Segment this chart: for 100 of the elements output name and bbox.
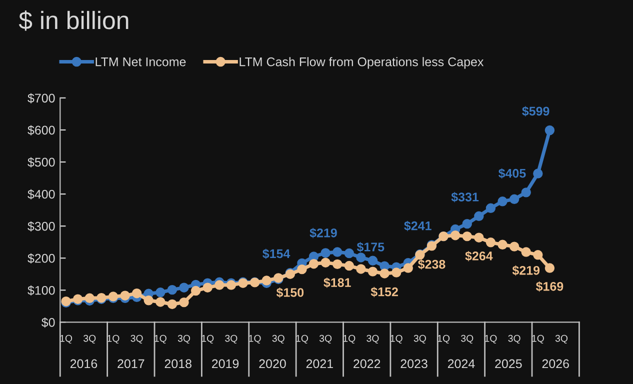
point (509, 194, 520, 204)
y-tick-label: $300 (28, 221, 55, 232)
point (544, 263, 555, 273)
y-tick-label: $500 (28, 157, 55, 168)
x-tick-label: 3Q (366, 334, 379, 344)
point (156, 297, 166, 307)
data-label: $599 (522, 106, 550, 116)
data-label: $405 (498, 168, 526, 179)
data-label: $154 (262, 248, 290, 259)
y-tick-label: $100 (28, 285, 55, 296)
point (533, 168, 543, 178)
text: 2019 (212, 359, 239, 368)
x-tick-label: 3Q (319, 334, 332, 344)
point (474, 232, 484, 242)
point (179, 282, 189, 292)
y-tick-label: $600 (28, 125, 55, 136)
x-tick-label: 1Q (390, 334, 402, 344)
point (332, 247, 342, 257)
data-label: $241 (404, 220, 432, 232)
text: 2025 (495, 359, 522, 368)
x-tick-label: 1Q (484, 334, 497, 344)
text: 2017 (118, 359, 144, 368)
point (320, 258, 330, 268)
point (190, 286, 201, 296)
x-tick-label: 3Q (555, 334, 568, 344)
x-tick-label: 1Q (249, 334, 261, 344)
text: 2024 (448, 359, 475, 368)
text: 2018 (164, 359, 192, 368)
data-label: $152 (370, 286, 398, 298)
point (391, 268, 402, 278)
point (521, 188, 531, 198)
point (368, 256, 378, 266)
point (486, 203, 496, 213)
point (344, 260, 354, 271)
point (179, 297, 189, 308)
point (498, 196, 508, 206)
point (214, 280, 224, 290)
point (462, 218, 472, 229)
legend-label: LTM Net Income (96, 58, 186, 66)
chart-title: $ in billion (18, 10, 128, 31)
point (462, 231, 472, 242)
point (509, 242, 520, 252)
x-tick-label: 3Q (84, 334, 96, 344)
point (356, 264, 366, 274)
point (521, 247, 531, 257)
y-tick-label: $200 (28, 253, 55, 264)
data-label: $150 (276, 288, 304, 298)
data-label: $175 (356, 242, 384, 252)
point (344, 248, 354, 258)
data-label: $219 (512, 265, 540, 276)
point (332, 259, 342, 270)
x-tick-label: 3Q (225, 334, 238, 344)
x-tick-label: 1Q (296, 334, 308, 344)
point (320, 248, 330, 258)
point (167, 284, 178, 295)
text: 2026 (542, 359, 569, 368)
point (368, 266, 378, 276)
y-tick-label: $0 (42, 317, 55, 328)
point (498, 240, 508, 250)
point (167, 299, 178, 310)
x-tick-label: 3Q (130, 334, 143, 344)
x-tick-label: 3Q (178, 334, 190, 344)
text: 2023 (400, 359, 428, 368)
y-tick-label: $700 (28, 93, 55, 104)
point (262, 276, 272, 286)
point (144, 296, 154, 306)
point (474, 211, 484, 221)
x-tick-label: 1Q (154, 334, 166, 344)
x-tick-label: 3Q (414, 334, 426, 344)
point (544, 125, 555, 136)
text: 2020 (259, 359, 286, 368)
point (297, 264, 307, 274)
point (380, 268, 390, 278)
point (533, 250, 543, 260)
data-label: $219 (310, 228, 337, 238)
data-label: $181 (324, 278, 351, 288)
point (308, 259, 319, 269)
x-tick-label: 3Q (461, 334, 474, 344)
y-tick-label: $400 (28, 189, 55, 200)
text: 2016 (70, 359, 98, 368)
data-label: $331 (451, 192, 479, 202)
point (450, 230, 460, 240)
x-tick-label: 1Q (107, 334, 120, 344)
point (84, 293, 94, 304)
point (202, 282, 212, 292)
x-tick-label: 3Q (508, 334, 520, 344)
data-label: $169 (536, 281, 564, 292)
x-tick-label: 1Q (532, 334, 544, 344)
text: 2021 (306, 359, 333, 368)
text: 2022 (354, 359, 380, 368)
point (120, 290, 130, 300)
data-label: $238 (418, 259, 446, 270)
point (132, 288, 142, 298)
data-label: $264 (465, 251, 493, 262)
x-tick-label: 3Q (272, 334, 284, 344)
point (156, 288, 166, 298)
point (356, 252, 366, 262)
legend-label: LTM Cash Flow from Operations less Capex (240, 57, 484, 69)
point (403, 263, 414, 273)
point (486, 238, 496, 248)
